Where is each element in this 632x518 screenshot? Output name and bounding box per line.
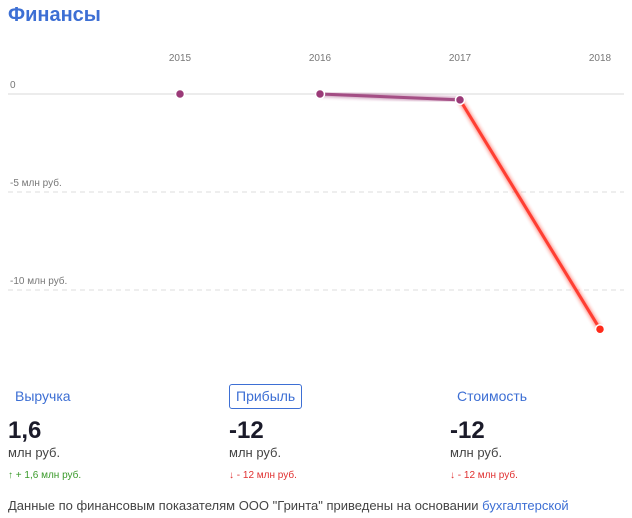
arrow-up-icon: ↑ [8, 470, 13, 481]
x-tick-label: 2016 [309, 53, 332, 64]
data-point[interactable] [174, 88, 186, 100]
data-point[interactable] [454, 94, 466, 106]
x-tick-label: 2017 [449, 53, 472, 64]
cost-value: -12 [450, 417, 485, 444]
profit-change-text: - 12 млн руб. [236, 470, 297, 481]
cost-unit: млн руб. [450, 445, 503, 460]
arrow-down-icon: ↓ [229, 470, 234, 481]
metric-revenue: Выручка 1,6 млн руб. ↑ + 1,6 млн руб. [8, 384, 81, 482]
footer-text: Данные по финансовым показателям ООО "Гр… [8, 498, 483, 513]
profit-value: -12 [229, 417, 264, 444]
revenue-change-text: + 1,6 млн руб. [15, 470, 82, 481]
data-source-note: Данные по финансовым показателям ООО "Гр… [8, 498, 628, 514]
profit-change: ↓ - 12 млн руб. [229, 470, 302, 482]
revenue-change: ↑ + 1,6 млн руб. [8, 470, 81, 482]
revenue-tab[interactable]: Выручка [15, 388, 71, 404]
accounting-link[interactable]: бухгалтерской [482, 498, 569, 513]
y-tick-label: -10 млн руб. [10, 275, 67, 287]
cost-change: ↓ - 12 млн руб. [450, 470, 534, 482]
data-point[interactable] [314, 88, 326, 100]
metric-profit: Прибыль -12 млн руб. ↓ - 12 млн руб. [229, 384, 303, 482]
series-line-segment [318, 92, 462, 102]
revenue-unit: млн руб. [8, 445, 61, 460]
arrow-down-icon: ↓ [450, 470, 455, 481]
cost-change-text: - 12 млн руб. [457, 470, 518, 481]
page-title: Финансы [8, 4, 101, 26]
cost-tab[interactable]: Стоимость [457, 388, 528, 404]
series-line-segment [458, 98, 602, 331]
revenue-value: 1,6 [8, 417, 42, 444]
profit-unit: млн руб. [229, 445, 282, 460]
finance-line-chart: 0 -5 млн руб. -10 млн руб. 2015 2016 2017 201… [8, 53, 624, 335]
profit-tab[interactable]: Прибыль [229, 384, 303, 409]
metric-value-cost: Стоимость -12 млн руб. ↓ - 12 млн руб. [450, 384, 534, 482]
y-tick-label: 0 [10, 80, 16, 91]
x-tick-label: 2018 [589, 53, 612, 64]
y-tick-label: -5 млн руб. [10, 177, 62, 189]
x-tick-label: 2015 [169, 53, 192, 64]
data-point[interactable] [594, 323, 606, 335]
